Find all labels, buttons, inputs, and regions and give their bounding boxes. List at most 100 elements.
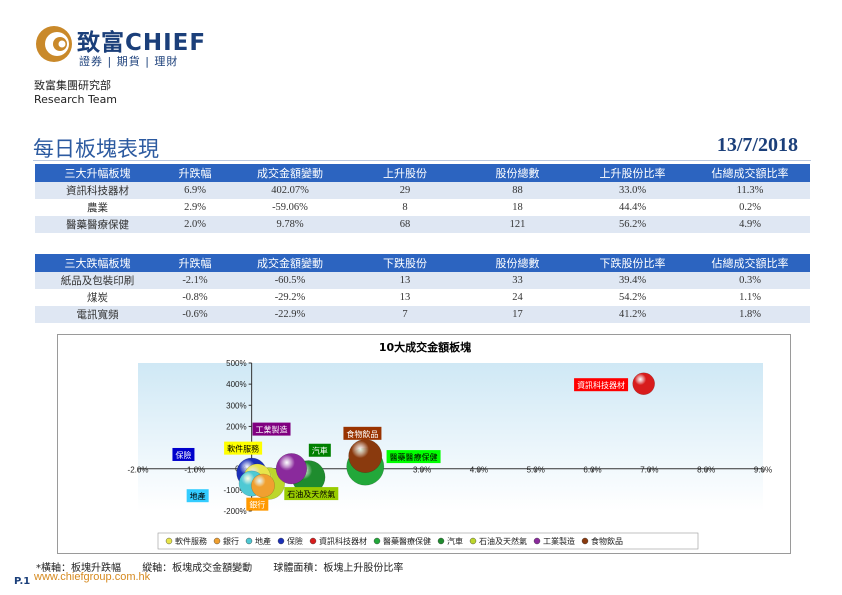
table-cell: 68: [350, 216, 460, 233]
table-cell: 1.1%: [690, 289, 810, 306]
table-cell: 6.9%: [160, 182, 230, 199]
website-link[interactable]: www.chiefgroup.com.hk: [34, 571, 151, 583]
legend-marker: [165, 537, 173, 545]
chart-footnote: *橫軸：板塊升跌幅 縱軸：板塊成交金額變動 球體面積：板塊上升股份比率: [36, 559, 403, 574]
legend-marker: [437, 537, 445, 545]
x-tick-label: 9.0%: [754, 466, 772, 475]
legend-marker: [469, 537, 477, 545]
table-cell: 0.3%: [690, 272, 810, 289]
chart-title: 10大成交金額板塊: [379, 340, 471, 354]
legend-entry: 銀行: [223, 536, 239, 546]
legend-entry: 石油及天然氣: [479, 536, 527, 546]
legend-marker: [373, 537, 381, 545]
table-cell: -0.6%: [160, 306, 230, 323]
table-row: 紙品及包裝印刷 -2.1% -60.5% 13 33 39.4% 0.3%: [35, 272, 810, 289]
table-cell: 18: [460, 199, 575, 216]
table-cell: 8: [350, 199, 460, 216]
table-cell: -60.5%: [230, 272, 350, 289]
data-label: 食物飲品: [346, 429, 378, 439]
bubble-8: [275, 453, 307, 485]
legend-entry: 工業製造: [543, 536, 575, 546]
column-header: 佔總成交額比率: [690, 164, 810, 182]
column-header: 成交金額變動: [230, 164, 350, 182]
data-label-box: [574, 378, 629, 392]
table-cell: -0.8%: [160, 289, 230, 306]
table-header-row: 三大升幅板塊 升跌幅 成交金額變動 上升股份 股份總數 上升股份比率 佔總成交額比率: [35, 164, 810, 182]
sector-name-cell: 農業: [35, 199, 160, 216]
table-cell: -2.1%: [160, 272, 230, 289]
data-label-box: [252, 422, 291, 436]
x-tick-label: -1.0%: [184, 466, 205, 475]
y-tick-label: 200%: [226, 422, 246, 431]
department-cn: 致富集團研究部: [34, 79, 111, 92]
table-row: 資訊科技器材 6.9% 402.07% 29 88 33.0% 11.3%: [35, 182, 810, 199]
x-tick-label: 3.0%: [413, 466, 431, 475]
department: 致富集團研究部 Research Team: [34, 79, 117, 107]
column-header: 升跌幅: [160, 254, 230, 272]
column-header: 佔總成交額比率: [690, 254, 810, 272]
data-label: 醫藥醫療保健: [390, 452, 438, 462]
data-label-box: [172, 447, 195, 461]
data-label: 資訊科技器材: [577, 380, 625, 390]
column-header: 下跌股份比率: [575, 254, 690, 272]
x-tick-label: -2.0%: [128, 466, 149, 475]
table-cell: 2.0%: [160, 216, 230, 233]
column-header: 下跌股份: [350, 254, 460, 272]
chief-swirl-logo-icon: [36, 26, 72, 62]
data-label: 保險: [175, 450, 191, 460]
table-cell: 44.4%: [575, 199, 690, 216]
table-cell: 33.0%: [575, 182, 690, 199]
column-header: 三大升幅板塊: [35, 164, 160, 182]
data-label-box: [343, 426, 382, 440]
y-tick-label: 300%: [226, 401, 246, 410]
table-row: 醫藥醫療保健 2.0% 9.78% 68 121 56.2% 4.9%: [35, 216, 810, 233]
title-divider: [33, 160, 811, 161]
brand-name: 致富CHIEF: [77, 30, 207, 56]
data-label-box: [308, 443, 331, 457]
column-header: 三大跌幅板塊: [35, 254, 160, 272]
y-tick-label: -100%: [224, 486, 247, 495]
table-cell: 0.2%: [690, 199, 810, 216]
data-label: 工業製造: [256, 425, 288, 435]
brand-tagline: 證券 | 期貨 | 理財: [79, 55, 179, 68]
data-label: 軟件服務: [227, 444, 259, 454]
column-header: 上升股份: [350, 164, 460, 182]
column-header: 上升股份比率: [575, 164, 690, 182]
data-label-box: [224, 441, 263, 455]
table-cell: 88: [460, 182, 575, 199]
legend-marker: [533, 537, 541, 545]
footnote-x-axis: *橫軸：板塊升跌幅: [36, 563, 121, 574]
legend-entry: 醫藥醫療保健: [383, 536, 431, 546]
x-tick-label: 6.0%: [583, 466, 601, 475]
table-cell: 13: [350, 272, 460, 289]
table-cell: -29.2%: [230, 289, 350, 306]
legend-entry: 資訊科技器材: [319, 536, 367, 546]
data-label: 汽車: [312, 446, 328, 456]
table-cell: 121: [460, 216, 575, 233]
x-tick-label: 5.0%: [527, 466, 545, 475]
department-en: Research Team: [34, 93, 118, 106]
bubble-4: [632, 372, 655, 395]
legend-entry: 食物飲品: [591, 536, 623, 546]
y-tick-label: -200%: [224, 507, 247, 516]
table-cell: 2.9%: [160, 199, 230, 216]
legend-marker: [245, 537, 253, 545]
sector-name-cell: 醫藥醫療保健: [35, 216, 160, 233]
top-losers-table: 三大跌幅板塊 升跌幅 成交金額變動 下跌股份 股份總數 下跌股份比率 佔總成交額比率 紙品及…: [35, 254, 810, 323]
table-row: 電訊寬頻 -0.6% -22.9% 7 17 41.2% 1.8%: [35, 306, 810, 323]
data-label: 地產: [190, 491, 206, 501]
table-cell: 402.07%: [230, 182, 350, 199]
table-cell: 9.78%: [230, 216, 350, 233]
legend-entry: 軟件服務: [175, 536, 207, 546]
column-header: 升跌幅: [160, 164, 230, 182]
legend-marker: [277, 537, 285, 545]
table-cell: -59.06%: [230, 199, 350, 216]
table-cell: 56.2%: [575, 216, 690, 233]
x-tick-label: 8.0%: [697, 466, 715, 475]
page-number: P.1: [14, 576, 31, 587]
table-row: 煤炭 -0.8% -29.2% 13 24 54.2% 1.1%: [35, 289, 810, 306]
report-date: 13/7/2018: [716, 134, 798, 156]
sector-name-cell: 電訊寬頻: [35, 306, 160, 323]
table-cell: 33: [460, 272, 575, 289]
bubble-1: [251, 473, 275, 498]
